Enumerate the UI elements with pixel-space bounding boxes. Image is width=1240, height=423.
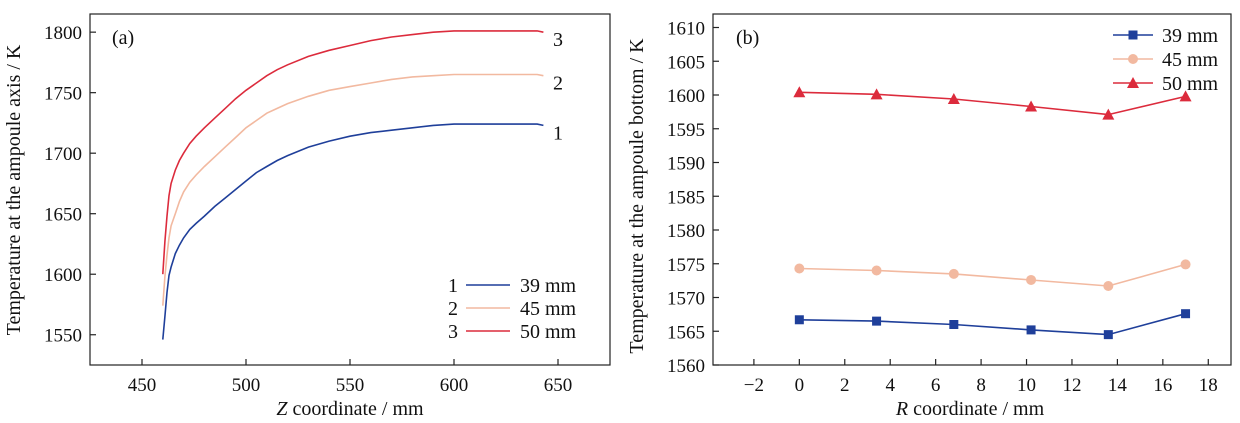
panel-b-x-tick-label: 0: [795, 375, 805, 396]
panel-a-y-tick-label: 1800: [44, 23, 82, 44]
panel-a-series-line-2: [162, 73, 544, 306]
panel-b-data-point-1: [872, 316, 882, 326]
panel-b-x-tick-label: 12: [1062, 375, 1081, 396]
panel-a-legend-label-2: 45 mm: [520, 298, 577, 320]
panel-b-y-tick-label: 1585: [667, 187, 705, 208]
panel-b-y-tick-label: 1595: [667, 120, 705, 141]
panel-a-legend-number-1: 1: [448, 275, 458, 297]
panel-a-label: (a): [112, 27, 134, 49]
panel-a-series-line-3: [162, 30, 544, 275]
panel-b-x-tick-label: 6: [931, 375, 941, 396]
panel-b-plot-frame: [712, 13, 1232, 366]
panel-b-legend-marker-2: [1128, 54, 1138, 64]
panel-b-y-tick-label: 1580: [667, 221, 705, 242]
panel-a-curve-label-3: 3: [553, 29, 563, 51]
panel-b-data-point-2: [1103, 281, 1114, 292]
panel-a-curve-label-2: 2: [553, 73, 563, 95]
panel-b-data-point-3: [1102, 108, 1115, 120]
panel-b-legend-marker-3: [1127, 77, 1139, 88]
panel-b-x-tick-label: 14: [1108, 375, 1128, 396]
panel-b-legend-marker-1: [1128, 30, 1138, 40]
panel-b-data-point-1: [1026, 325, 1036, 335]
panel-a-y-tick-label: 1750: [44, 84, 82, 105]
panel-a-legend-label-3: 50 mm: [520, 321, 577, 343]
panel-b-y-tick-label: 1560: [667, 356, 705, 377]
panel-a-y-axis-title: Temperature at the ampoule axis / K: [3, 44, 25, 335]
panel-a-x-axis-unit: coordinate / mm: [288, 398, 425, 420]
panel-b-y-tick-label: 1590: [667, 154, 705, 175]
panel-a-y-tick-label: 1550: [44, 326, 82, 347]
panel-b-x-tick-label: 4: [885, 375, 895, 396]
panel-b-data-point-2: [948, 268, 959, 279]
panel-b-y-tick-label: 1570: [667, 289, 705, 310]
panel-b-x-tick-label: 18: [1199, 375, 1218, 396]
panel-b-data-point-1: [794, 315, 804, 325]
panel-b-y-axis-title: Temperature at the ampoule bottom / K: [626, 38, 648, 354]
panel-a-legend-number-2: 2: [448, 298, 458, 320]
panel-b-data-point-1: [1103, 330, 1113, 340]
panel-a-x-axis-title: Z coordinate / mm: [276, 398, 424, 420]
panel-b-data-point-2: [794, 263, 805, 274]
panel-a-x-tick-label: 650: [544, 375, 573, 396]
panel-b-x-tick-label: 16: [1153, 375, 1172, 396]
panel-b-data-point-1: [949, 320, 959, 329]
panel-b-y-tick-label: 1605: [667, 52, 705, 73]
panel-b-data-point-1: [1181, 309, 1191, 319]
panel-b-x-tick-label: 10: [1017, 375, 1036, 396]
panel-b-data-point-2: [1180, 259, 1191, 270]
panel-b-series-line-3: [799, 91, 1186, 116]
panel-b-x-tick-label: −2: [744, 375, 764, 396]
panel-b-data-point-2: [1026, 274, 1037, 285]
panel-a-y-tick-label: 1700: [44, 144, 82, 165]
panel-b-y-tick-label: 1610: [667, 19, 705, 40]
panel-a-curve-label-1: 1: [553, 122, 563, 144]
panel-b-x-tick-label: 8: [976, 375, 986, 396]
panel-b-x-axis-unit: coordinate / mm: [908, 398, 1045, 420]
panel-b-legend-label-1: 39 mm: [1162, 25, 1219, 47]
panel-b-y-tick-label: 1565: [667, 322, 705, 343]
panel-a-x-tick-label: 450: [128, 375, 157, 396]
panel-a-legend-label-1: 39 mm: [520, 275, 577, 297]
panel-b-series-line-1: [799, 312, 1186, 336]
panel-b-x-tick-label: 2: [840, 375, 850, 396]
panel-b-legend-label-3: 50 mm: [1162, 73, 1219, 95]
panel-b-x-axis-title: R coordinate / mm: [895, 398, 1045, 420]
panel-b-data-point-3: [1179, 90, 1192, 102]
panel-a-x-tick-label: 550: [336, 375, 365, 396]
panel-b-data-point-3: [1025, 100, 1038, 112]
panel-b-label: (b): [736, 27, 759, 49]
panel-b-data-point-2: [871, 265, 882, 276]
panel-a-x-tick-label: 600: [440, 375, 469, 396]
panel-a-series-line-1: [162, 123, 544, 340]
panel-b-y-tick-label: 1575: [667, 255, 705, 276]
panel-b-legend-label-2: 45 mm: [1162, 49, 1219, 71]
panel-a-temperature-axis: (a) 450 500 550 600 650 1550 1600 1650 1700 1750 1…: [3, 13, 611, 420]
panel-b-data-point-3: [947, 93, 960, 105]
panel-a-y-tick-label: 1650: [44, 205, 82, 226]
panel-b-data-point-3: [793, 86, 806, 98]
panel-a-x-axis-variable: Z: [276, 398, 288, 420]
panel-a-y-tick-label: 1600: [44, 265, 82, 286]
panel-b-x-axis-variable: R: [895, 398, 908, 420]
panel-b-temperature-bottom: (b) −2 0 2 4 6 8 10 12 14 16 18 1560 1565 1570 1575 158…: [626, 13, 1232, 420]
panel-b-series-line-2: [799, 263, 1186, 287]
panel-a-x-tick-label: 500: [232, 375, 261, 396]
panel-a-legend-number-3: 3: [448, 321, 458, 343]
panel-b-data-point-3: [870, 88, 883, 100]
panel-b-y-tick-label: 1600: [667, 86, 705, 107]
